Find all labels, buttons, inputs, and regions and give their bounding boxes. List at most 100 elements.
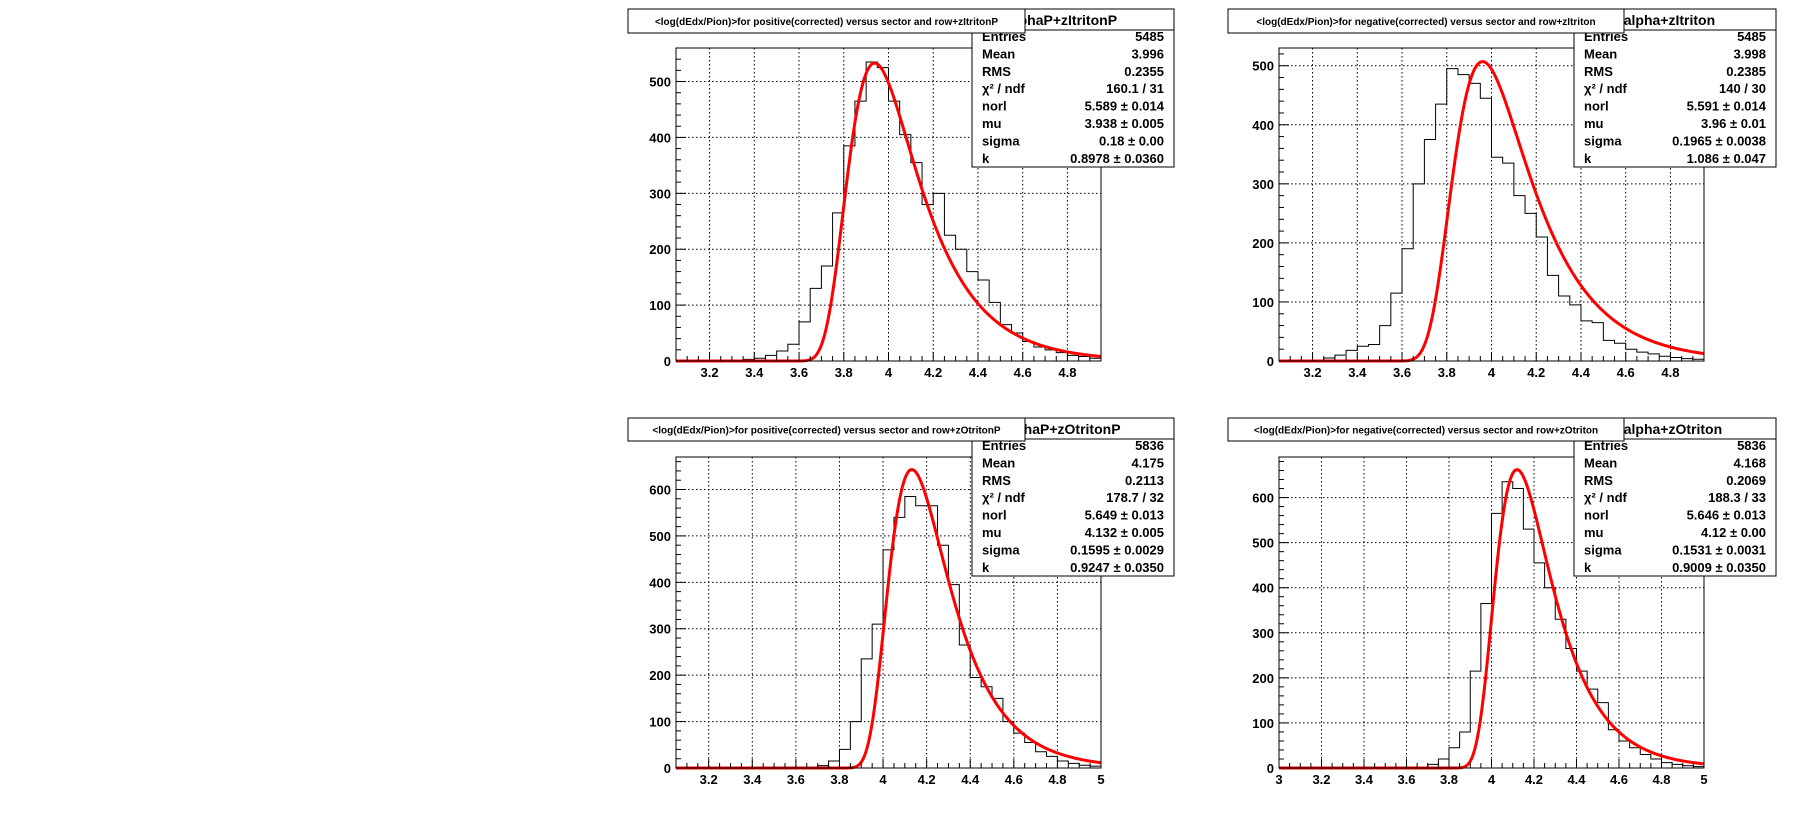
chart-title: <log(dEdx/Pion)>for negative(corrected) … xyxy=(1256,17,1595,28)
stats-box xyxy=(971,417,1175,577)
y-tick-label: 100 xyxy=(1252,716,1274,731)
stats-box xyxy=(1573,8,1777,168)
y-tick-label: 200 xyxy=(1252,671,1274,686)
histogram-panel: 3.2 3.4 3.6 3.8 4 4.2 4.4 4.6 4.8 5 0 100 200 300 400 5… xyxy=(627,417,1175,787)
stat-label: norl xyxy=(1584,508,1609,523)
x-tick-label: 3.2 xyxy=(701,365,719,380)
stat-label: sigma xyxy=(1584,542,1622,557)
stat-value: 4.175 xyxy=(1131,455,1164,470)
y-tick-label: 100 xyxy=(649,715,671,730)
title-box xyxy=(627,8,1026,34)
stat-label: norl xyxy=(982,99,1007,114)
title-box xyxy=(1227,8,1625,34)
stat-label: Entries xyxy=(982,438,1026,453)
x-tick-label: 3.6 xyxy=(1393,365,1411,380)
stat-label: k xyxy=(982,560,990,575)
y-tick-label: 600 xyxy=(1252,491,1274,506)
y-tick-label: 200 xyxy=(649,242,671,257)
histogram-bars xyxy=(1279,68,1705,362)
stat-value: 0.1595 ± 0.0029 xyxy=(1070,542,1164,557)
stat-value: 5.646 ± 0.013 xyxy=(1687,508,1766,523)
x-tick-label: 3.4 xyxy=(1355,772,1374,787)
stat-value: 1.086 ± 0.047 xyxy=(1687,151,1766,166)
y-tick-label: 200 xyxy=(649,668,671,683)
stat-label: RMS xyxy=(982,64,1011,79)
chart-title: <log(dEdx/Pion)>for positive(corrected) … xyxy=(652,426,1000,437)
stat-label: k xyxy=(982,151,990,166)
stat-label: Mean xyxy=(982,455,1015,470)
x-tick-label: 3.6 xyxy=(1397,772,1415,787)
stat-label: Mean xyxy=(1584,455,1617,470)
y-tick-label: 300 xyxy=(649,622,671,637)
x-tick-label: 4 xyxy=(1488,365,1496,380)
x-tick-label: 3.8 xyxy=(835,365,853,380)
stat-label: k xyxy=(1584,560,1592,575)
x-tick-label: 4.8 xyxy=(1058,365,1076,380)
stats-name: zIalpha+zItriton xyxy=(1613,12,1715,28)
y-tick-label: 500 xyxy=(649,529,671,544)
x-tick-label: 4.4 xyxy=(1572,365,1591,380)
stats-name: zOalpha+zOtriton xyxy=(1606,421,1722,437)
stat-label: Mean xyxy=(1584,46,1617,61)
x-tick-label: 5 xyxy=(1097,772,1104,787)
y-tick-label: 400 xyxy=(1252,581,1274,596)
x-tick-label: 4.6 xyxy=(1014,365,1032,380)
y-tick-label: 400 xyxy=(1252,118,1274,133)
stat-value: 4.168 xyxy=(1733,455,1766,470)
x-tick-label: 3.8 xyxy=(1438,365,1456,380)
stat-label: sigma xyxy=(1584,133,1622,148)
stat-label: χ² / ndf xyxy=(982,81,1026,96)
histogram-bars xyxy=(676,61,1102,362)
y-tick-label: 600 xyxy=(649,482,671,497)
x-tick-label: 3.2 xyxy=(1304,365,1322,380)
stat-value: 4.132 ± 0.005 xyxy=(1085,525,1164,540)
y-tick-label: 500 xyxy=(649,75,671,90)
stat-label: sigma xyxy=(982,133,1020,148)
stat-label: sigma xyxy=(982,542,1020,557)
stats-box xyxy=(1573,417,1777,577)
x-tick-label: 4.8 xyxy=(1652,772,1670,787)
stat-value: 5.589 ± 0.014 xyxy=(1085,99,1165,114)
title-box xyxy=(1227,417,1625,442)
y-tick-label: 0 xyxy=(664,761,671,776)
stat-value: 178.7 / 32 xyxy=(1106,490,1164,505)
stat-value: 0.18 ± 0.00 xyxy=(1099,133,1164,148)
histogram-panel: 3 3.2 3.4 3.6 3.8 4 4.2 4.4 4.6 4.8 5 0 100 200 300 400… xyxy=(1227,417,1777,787)
x-tick-label: 4 xyxy=(885,365,893,380)
stat-value: 5.591 ± 0.014 xyxy=(1687,99,1767,114)
x-tick-label: 3.6 xyxy=(790,365,808,380)
stat-value: 3.938 ± 0.005 xyxy=(1085,116,1164,131)
stat-value: 5485 xyxy=(1737,29,1766,44)
histogram-panel: 3.2 3.4 3.6 3.8 4 4.2 4.4 4.6 4.8 0 100 200 300 400 50… xyxy=(1227,8,1777,380)
stat-label: norl xyxy=(1584,99,1609,114)
stat-value: 5836 xyxy=(1135,438,1164,453)
x-tick-label: 4.8 xyxy=(1048,772,1066,787)
stat-label: Entries xyxy=(1584,438,1628,453)
y-tick-label: 200 xyxy=(1252,236,1274,251)
x-tick-label: 4.6 xyxy=(1005,772,1023,787)
x-tick-label: 3.2 xyxy=(1312,772,1330,787)
stat-value: 140 / 30 xyxy=(1719,81,1766,96)
chart-title: <log(dEdx/Pion)>for positive(corrected) … xyxy=(655,17,998,28)
x-tick-label: 4.6 xyxy=(1610,772,1628,787)
stat-value: 3.96 ± 0.01 xyxy=(1701,116,1766,131)
x-tick-label: 3.4 xyxy=(743,772,762,787)
x-tick-label: 3.8 xyxy=(830,772,848,787)
stat-label: mu xyxy=(1584,116,1604,131)
x-tick-label: 4.6 xyxy=(1617,365,1635,380)
x-tick-label: 3.4 xyxy=(745,365,764,380)
y-tick-label: 0 xyxy=(664,354,671,369)
stat-label: norl xyxy=(982,508,1007,523)
y-tick-label: 0 xyxy=(1267,354,1274,369)
stat-label: mu xyxy=(982,116,1002,131)
stat-value: 0.8978 ± 0.0360 xyxy=(1070,151,1164,166)
x-tick-label: 4.4 xyxy=(969,365,988,380)
stat-value: 3.996 xyxy=(1131,46,1164,61)
stat-value: 0.2385 xyxy=(1726,64,1766,79)
x-tick-label: 4 xyxy=(1488,772,1496,787)
y-tick-label: 300 xyxy=(649,186,671,201)
y-tick-label: 400 xyxy=(649,130,671,145)
x-tick-label: 5 xyxy=(1700,772,1707,787)
chart-title: <log(dEdx/Pion)>for negative(corrected) … xyxy=(1254,426,1598,437)
